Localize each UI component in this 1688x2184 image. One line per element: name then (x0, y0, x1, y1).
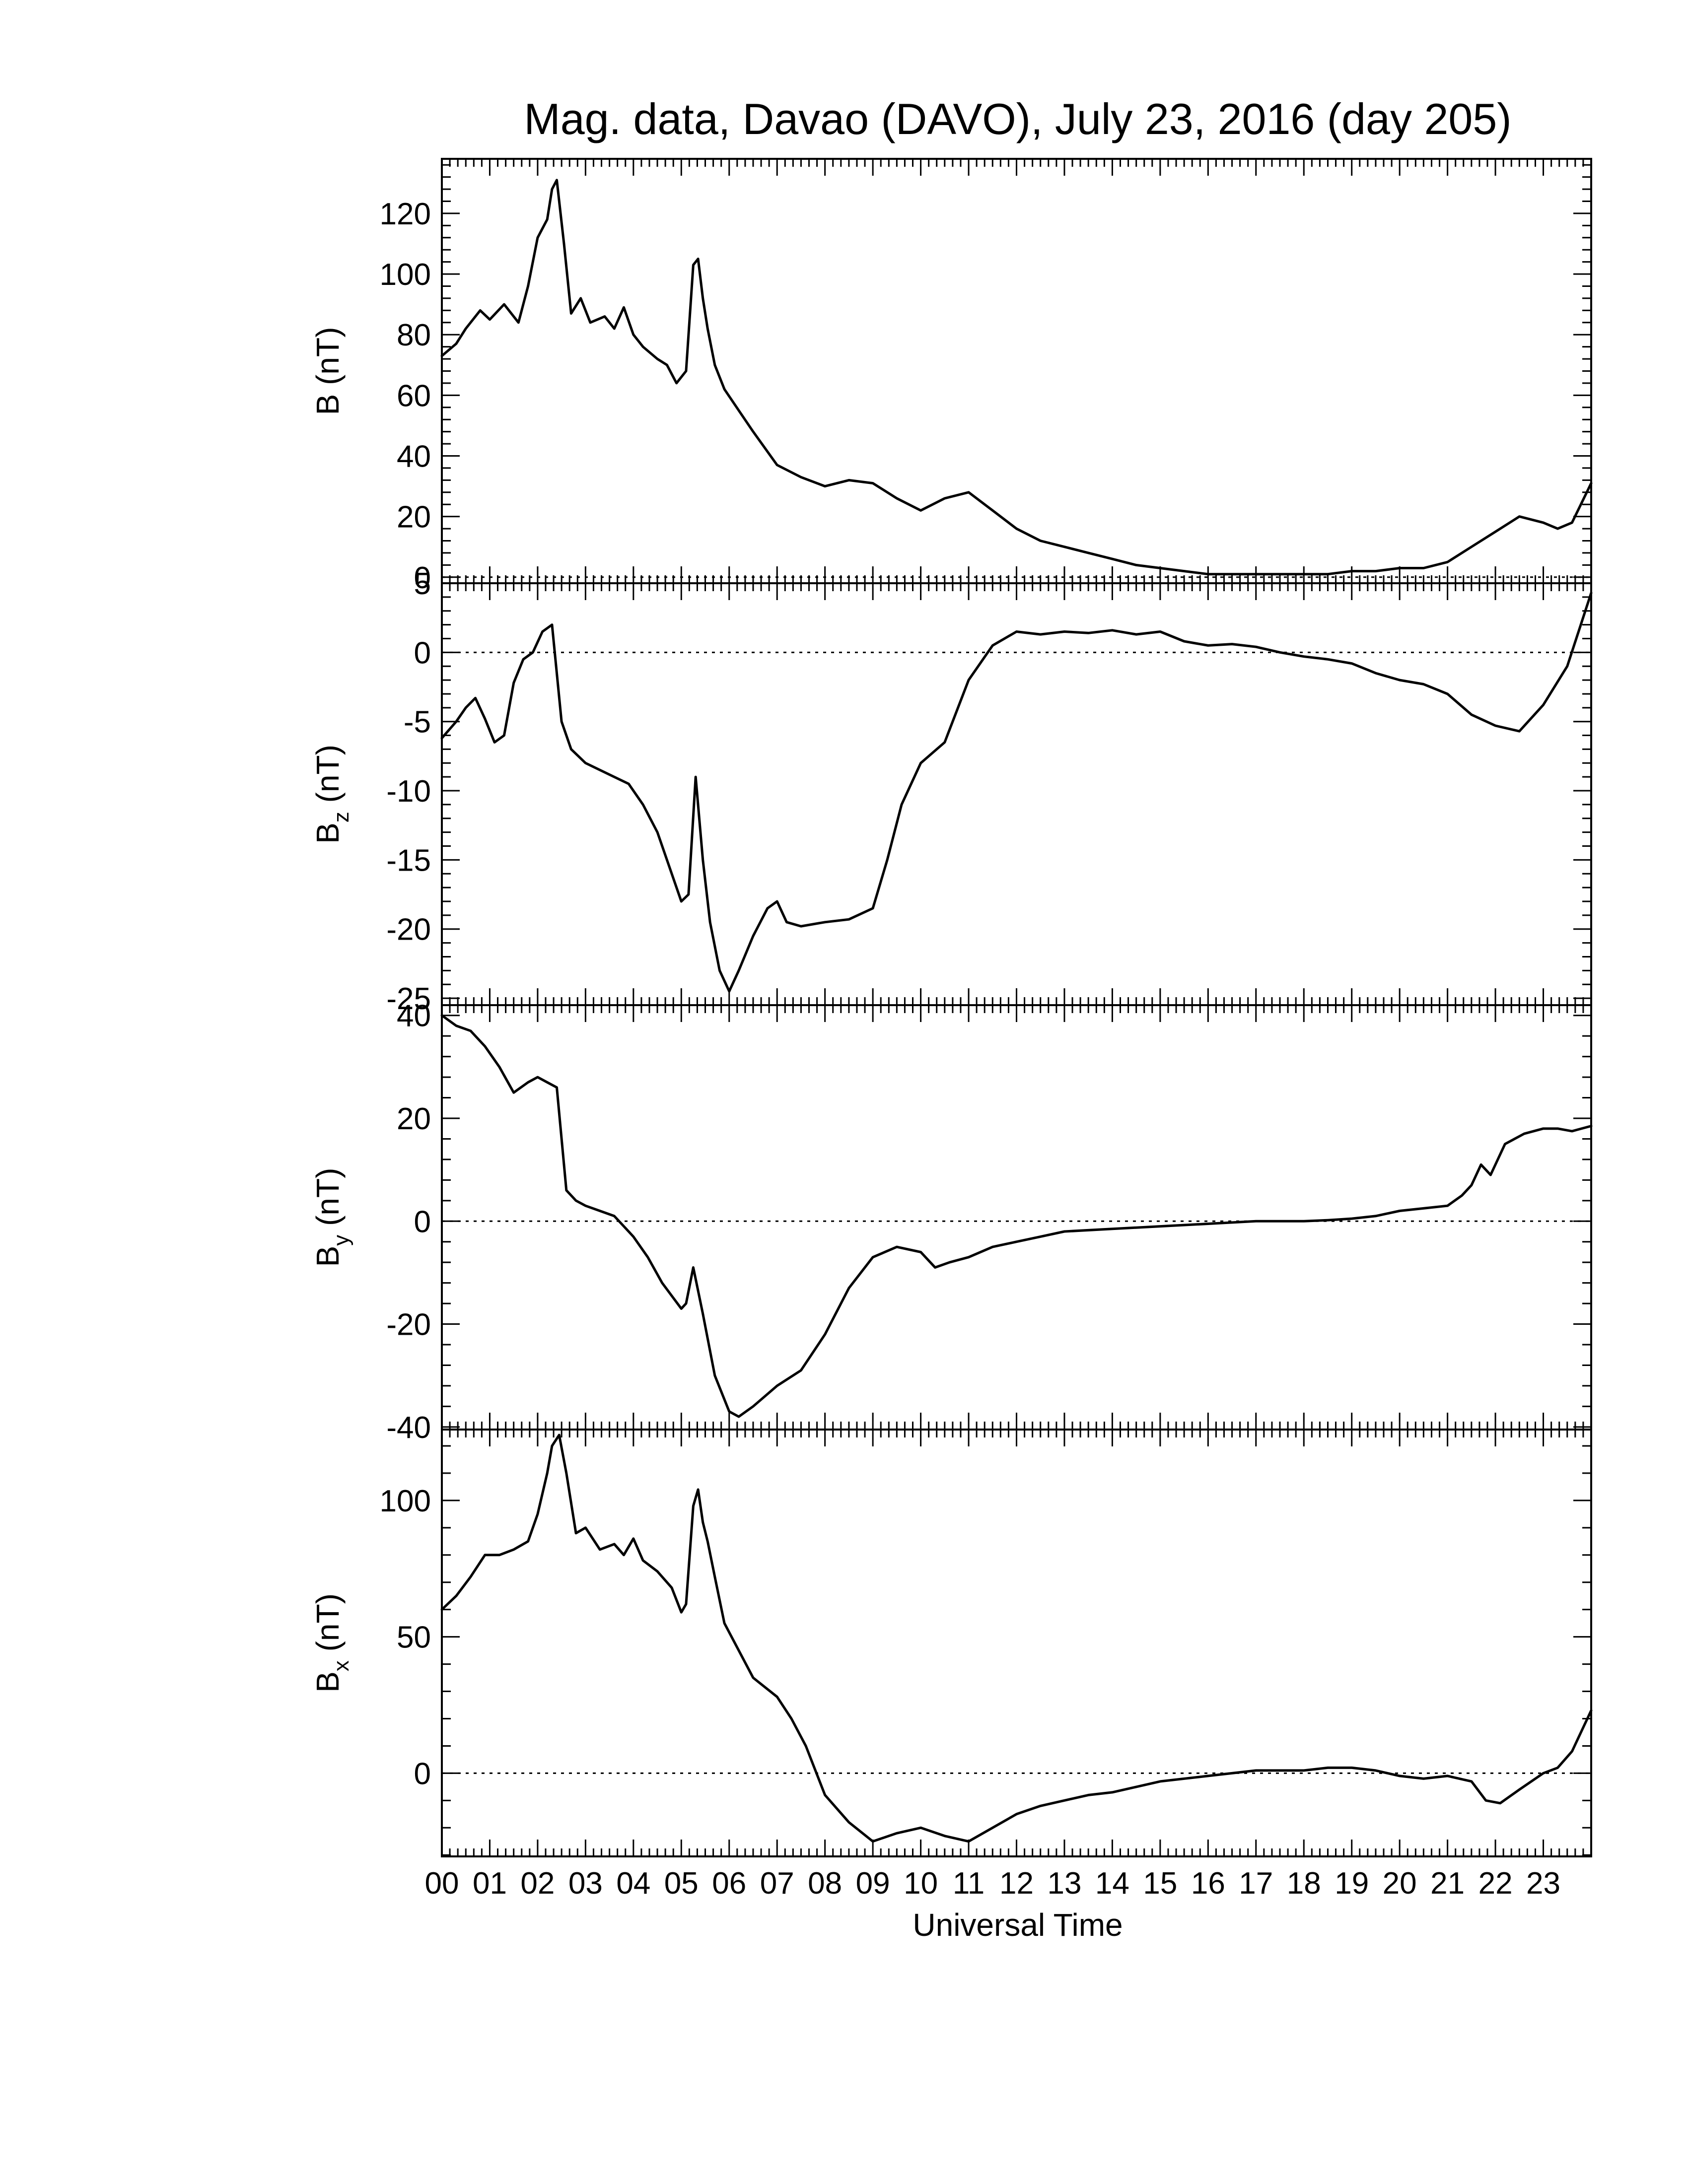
y-tick-label: -20 (386, 913, 431, 947)
plot-frame (441, 158, 1592, 584)
series-line-b (440, 179, 1593, 576)
series-line-bx (440, 1433, 1593, 1843)
x-tick-label: 19 (1335, 1866, 1369, 1901)
x-tick-label: 04 (616, 1866, 650, 1901)
x-tick-label: 08 (808, 1866, 842, 1901)
y-axis-label: B (nT) (310, 327, 346, 415)
y-tick-label: -40 (386, 1411, 431, 1445)
plot-frame (441, 582, 1592, 1006)
x-tick-labels: 00 01 02 03 04 05 06 07 08 09 10 11 12 13 14 15 16 17 18 19… (425, 1866, 1561, 1901)
series-line-by (440, 1014, 1593, 1418)
x-tick-label: 23 (1526, 1866, 1560, 1901)
x-tick-label: 06 (712, 1866, 746, 1901)
y-tick-label: 60 (397, 379, 431, 413)
y-tick-label: -5 (404, 705, 431, 740)
y-axis-label: Bx (nT) (310, 1593, 353, 1693)
y-tick-label: 20 (397, 500, 431, 535)
y-tick-label: 80 (397, 318, 431, 352)
x-axis-label: Universal Time (913, 1907, 1123, 1943)
y-axis-label: Bz (nT) (310, 745, 353, 844)
x-tick-label: 00 (425, 1866, 459, 1901)
panel-b: 0 20 40 60 80 100 120 B (nT) (310, 158, 1593, 595)
x-tick-label: 05 (664, 1866, 699, 1901)
y-tick-label: -10 (386, 774, 431, 809)
y-tick-label: 40 (397, 440, 431, 474)
y-axis-label: By (nT) (310, 1168, 353, 1267)
x-tick-label: 16 (1191, 1866, 1225, 1901)
x-tick-label: 15 (1143, 1866, 1177, 1901)
chart-title: Mag. data, Davao (DAVO), July 23, 2016 (… (524, 94, 1511, 143)
x-tick-label: 18 (1287, 1866, 1321, 1901)
x-tick-label: 02 (520, 1866, 555, 1901)
x-tick-label: 13 (1047, 1866, 1081, 1901)
x-tick-label: 03 (568, 1866, 603, 1901)
plot-frame (441, 1429, 1592, 1857)
y-tick-label: 40 (397, 999, 431, 1033)
y-tick-label: -15 (386, 843, 431, 878)
y-tick-label: 5 (414, 567, 431, 601)
y-tick-label: -25 (386, 982, 431, 1016)
panel-bz: 5 0 -5 -10 -15 -20 -25 Bz (nT) (310, 567, 1593, 1016)
y-tick-label: 100 (380, 1484, 431, 1518)
x-tick-label: 10 (904, 1866, 938, 1901)
y-tick-label: 0 (414, 636, 431, 670)
x-tick-label: 22 (1478, 1866, 1513, 1901)
y-tick-label: 50 (397, 1621, 431, 1655)
y-tick-label: 0 (414, 1757, 431, 1791)
x-tick-label: 20 (1383, 1866, 1417, 1901)
series-line-bz (440, 592, 1593, 993)
y-tick-label: 100 (380, 258, 431, 292)
x-tick-label: 21 (1430, 1866, 1465, 1901)
x-tick-label: 17 (1239, 1866, 1273, 1901)
x-tick-label: 09 (856, 1866, 890, 1901)
x-tick-label: 11 (953, 1866, 985, 1901)
y-tick-label: 120 (380, 197, 431, 231)
y-tick-label: -20 (386, 1308, 431, 1342)
y-tick-label: 0 (414, 1205, 431, 1239)
y-tick-label: 0 (414, 561, 431, 595)
x-tick-label: 14 (1095, 1866, 1129, 1901)
y-tick-label: 20 (397, 1102, 431, 1136)
x-tick-label: 07 (760, 1866, 794, 1901)
x-tick-label: 01 (473, 1866, 507, 1901)
panel-by: 40 20 0 -20 -40 By (nT) (310, 999, 1593, 1445)
x-tick-label: 12 (999, 1866, 1034, 1901)
panel-bx: 100 50 0 Bx (nT) (310, 1429, 1593, 1857)
